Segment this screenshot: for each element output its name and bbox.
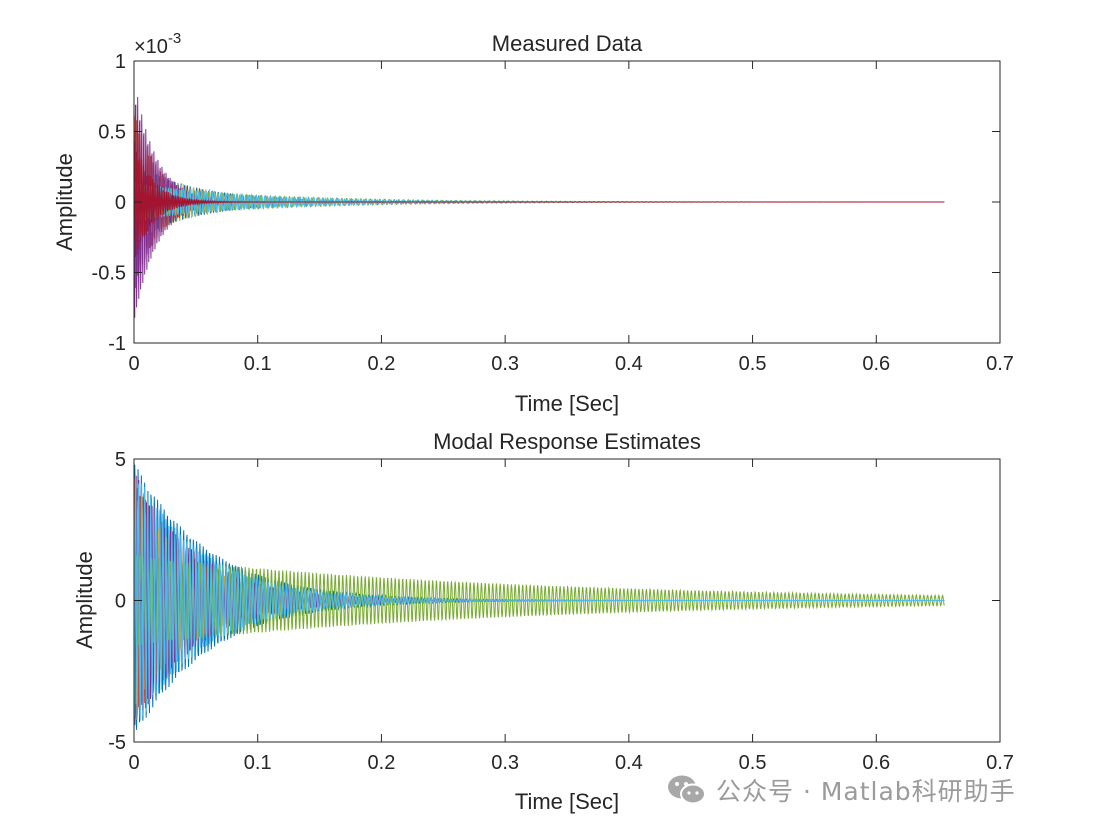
modal-response-ticks: 0 0.1 0.2 0.3 0.4 0.5 0.6 0.7-505 <box>108 449 1014 774</box>
series-line-5 <box>134 555 945 646</box>
x-tick-label: 0.3 <box>491 353 519 375</box>
measured-data-y-exponent: ×10-3 <box>134 30 181 58</box>
y-tick-label: 0 <box>115 591 126 613</box>
x-tick-label: 0 <box>128 752 139 774</box>
x-tick-label: 0.6 <box>862 752 890 774</box>
x-tick-label: 0.4 <box>615 752 643 774</box>
y-tick-label: -5 <box>108 732 126 754</box>
x-tick-label: 0.7 <box>986 353 1014 375</box>
modal-response-series-group <box>134 464 945 731</box>
measured-data-xlabel: Time [Sec] <box>515 391 619 416</box>
x-tick-label: 0.6 <box>862 353 890 375</box>
y-tick-label: -0.5 <box>92 263 126 285</box>
x-tick-label: 0.2 <box>368 752 396 774</box>
modal-response-title: Modal Response Estimates <box>433 429 701 454</box>
modal-response-axes: 0 0.1 0.2 0.3 0.4 0.5 0.6 0.7-505 Modal Respons… <box>72 429 1014 814</box>
y-tick-label: 5 <box>115 449 126 471</box>
measured-data-series-group <box>134 96 945 318</box>
modal-response-xlabel: Time [Sec] <box>515 789 619 814</box>
series-line-6 <box>134 475 945 731</box>
x-tick-label: 0.5 <box>739 353 767 375</box>
watermark-text: 公众号 · Matlab科研助手 <box>716 777 1016 806</box>
x-tick-label: 0.1 <box>244 752 272 774</box>
modal-response-ylabel: Amplitude <box>72 551 97 649</box>
x-tick-label: 0.4 <box>615 353 643 375</box>
x-tick-label: 0.2 <box>368 353 396 375</box>
measured-data-axes: 0 0.1 0.2 0.3 0.4 0.5 0.6 0.7 -1 -0.5 0 0.5 1 Measur… <box>52 30 1014 416</box>
watermark: 公众号 · Matlab科研助手 <box>666 770 1016 810</box>
x-tick-label: 0.5 <box>739 752 767 774</box>
x-tick-label: 0 <box>128 353 139 375</box>
measured-data-ticks: 0 0.1 0.2 0.3 0.4 0.5 0.6 0.7 -1 -0.5 0 0.5 1 <box>92 51 1014 375</box>
y-tick-label: -1 <box>108 333 126 355</box>
measured-data-ylabel: Amplitude <box>52 153 77 251</box>
y-tick-label: 1 <box>115 51 126 73</box>
x-tick-label: 0.7 <box>986 752 1014 774</box>
series-line-7 <box>134 141 945 257</box>
y-tick-label: 0 <box>115 192 126 214</box>
measured-data-title: Measured Data <box>492 31 643 56</box>
x-tick-label: 0.1 <box>244 353 272 375</box>
x-tick-label: 0.3 <box>491 752 519 774</box>
y-exponent-power: -3 <box>168 30 181 47</box>
y-exponent-base: ×10 <box>134 36 168 58</box>
y-tick-label: 0.5 <box>98 122 126 144</box>
wechat-icon <box>668 775 706 805</box>
